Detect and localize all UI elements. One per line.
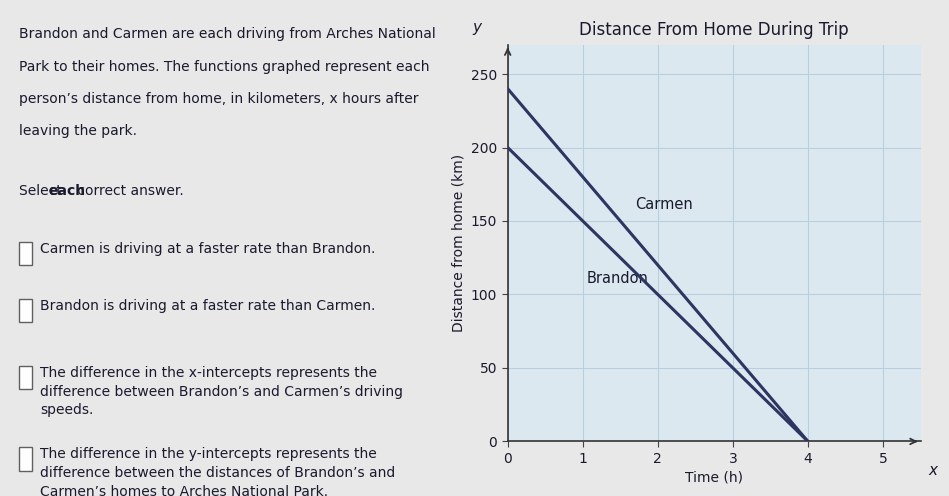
Y-axis label: Distance from home (km): Distance from home (km) [452,154,465,332]
Text: correct answer.: correct answer. [73,184,183,197]
Text: each: each [48,184,85,197]
Text: y: y [473,20,481,35]
FancyBboxPatch shape [19,242,32,265]
Text: Carmen is driving at a faster rate than Brandon.: Carmen is driving at a faster rate than … [41,242,376,255]
FancyBboxPatch shape [19,447,32,471]
Text: person’s distance from home, in kilometers, x hours after: person’s distance from home, in kilomete… [19,92,419,106]
Text: Brandon: Brandon [586,271,648,286]
Text: Park to their homes. The functions graphed represent each: Park to their homes. The functions graph… [19,60,429,73]
Text: leaving the park.: leaving the park. [19,124,137,138]
X-axis label: Time (h): Time (h) [685,470,743,484]
FancyBboxPatch shape [19,366,32,389]
Text: Carmen: Carmen [635,197,693,212]
Text: x: x [929,463,938,478]
Text: The difference in the y-intercepts represents the
difference between the distanc: The difference in the y-intercepts repre… [41,447,396,496]
Text: Select: Select [19,184,65,197]
FancyBboxPatch shape [19,299,32,322]
Title: Distance From Home During Trip: Distance From Home During Trip [579,21,849,39]
Text: The difference in the x-intercepts represents the
difference between Brandon’s a: The difference in the x-intercepts repre… [41,366,403,418]
Text: Brandon and Carmen are each driving from Arches National: Brandon and Carmen are each driving from… [19,27,436,41]
Text: Brandon is driving at a faster rate than Carmen.: Brandon is driving at a faster rate than… [41,299,376,312]
